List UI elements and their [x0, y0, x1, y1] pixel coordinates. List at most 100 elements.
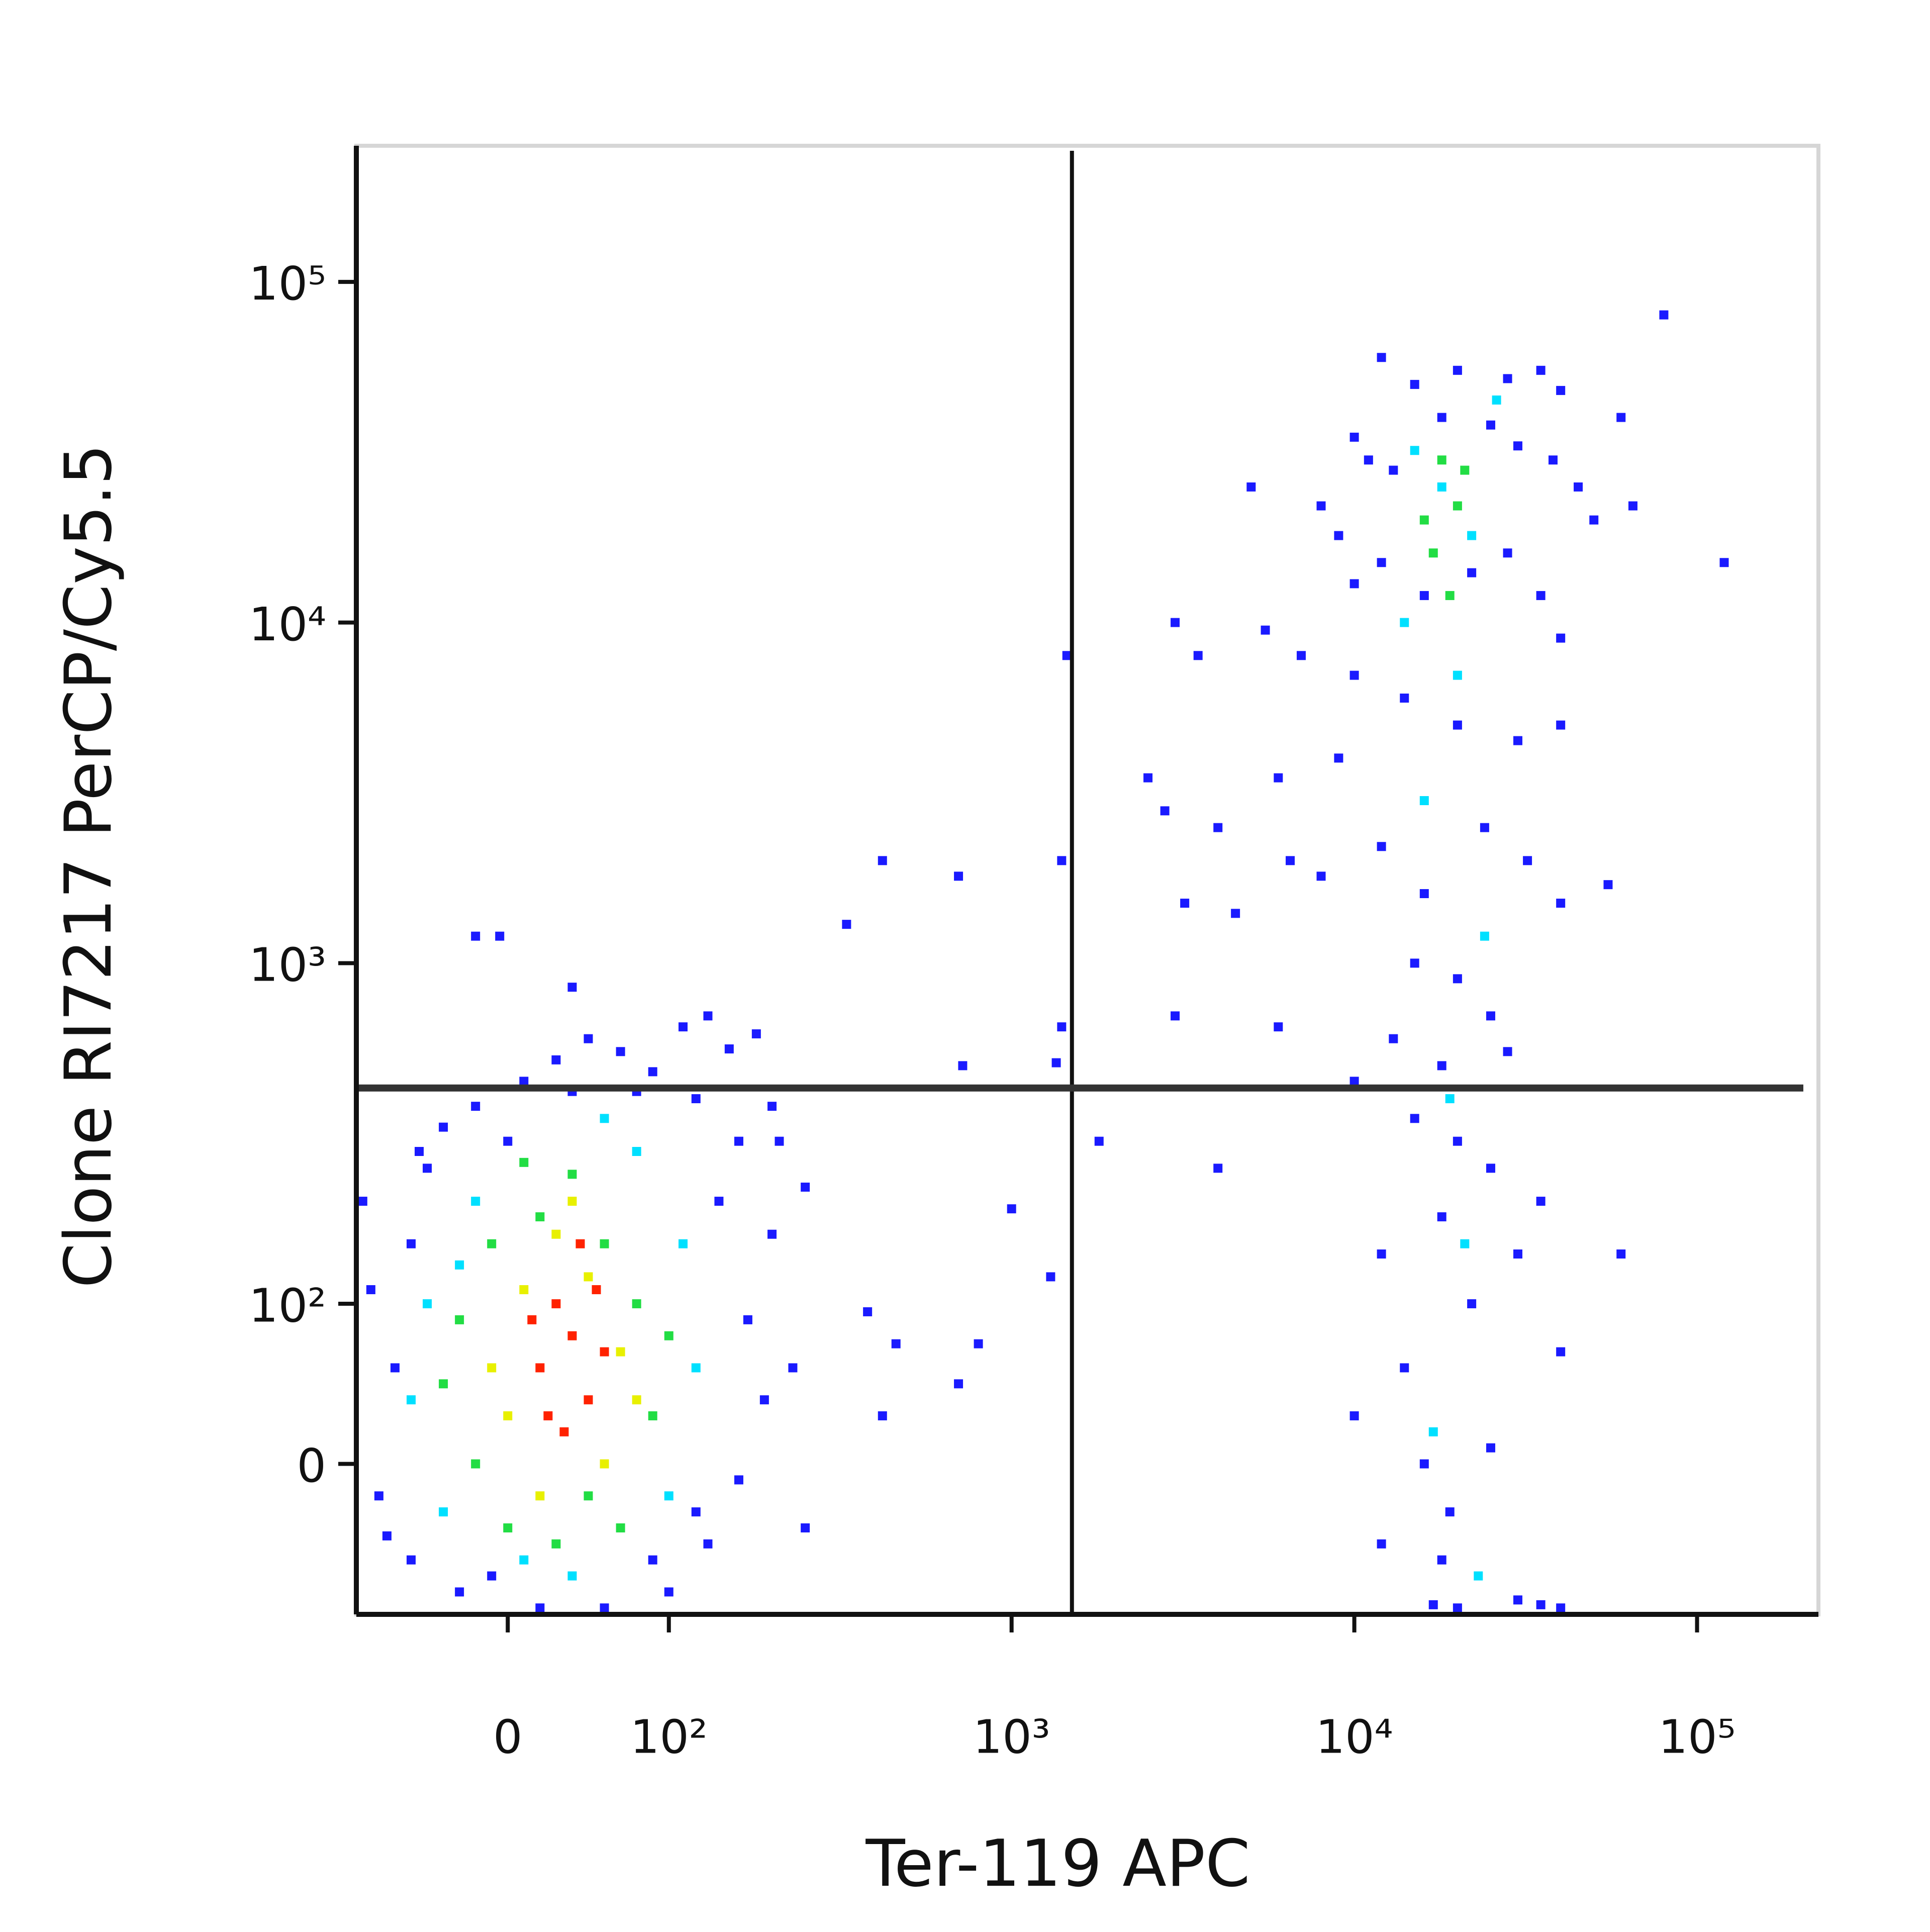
point	[1486, 420, 1495, 430]
point	[551, 1229, 561, 1239]
point	[1046, 1272, 1055, 1282]
point	[1480, 823, 1489, 832]
point	[788, 1363, 798, 1373]
point	[567, 983, 577, 992]
point	[527, 1315, 537, 1324]
point	[495, 931, 505, 941]
point	[1589, 515, 1599, 525]
y-tick-label: 10⁴	[249, 598, 326, 651]
point	[584, 1395, 593, 1405]
point	[678, 1239, 688, 1248]
point	[535, 1212, 545, 1222]
point	[648, 1067, 657, 1077]
point	[1389, 1034, 1398, 1043]
point	[1453, 365, 1462, 375]
x-tick-label: 10²	[630, 1710, 708, 1764]
point	[559, 1427, 569, 1436]
point	[519, 1285, 529, 1294]
point	[1513, 441, 1522, 451]
point	[1556, 1347, 1566, 1357]
point	[1453, 670, 1462, 680]
point	[1051, 1058, 1061, 1068]
point	[406, 1239, 416, 1248]
point	[1316, 501, 1326, 511]
point	[390, 1363, 400, 1373]
point	[878, 1411, 887, 1421]
point	[567, 1170, 577, 1179]
point	[1437, 1212, 1446, 1222]
point	[471, 1459, 480, 1469]
y-tick-label: 0	[297, 1439, 326, 1493]
point	[1467, 1299, 1477, 1309]
y-tick-label: 10⁵	[249, 257, 326, 311]
x-tick-label: 10³	[973, 1710, 1050, 1764]
point	[584, 1272, 593, 1282]
point	[487, 1363, 497, 1373]
point	[1628, 501, 1637, 511]
point	[567, 1571, 577, 1581]
point	[1453, 720, 1462, 730]
point	[519, 1077, 529, 1086]
point	[863, 1307, 873, 1316]
point	[703, 1011, 713, 1021]
point	[1503, 548, 1512, 558]
point	[891, 1339, 901, 1348]
x-tick-label: 10⁵	[1659, 1710, 1736, 1764]
point	[584, 1491, 593, 1501]
point	[1389, 465, 1398, 475]
point	[1556, 720, 1566, 730]
point	[1410, 379, 1419, 389]
point	[374, 1491, 383, 1501]
point	[1349, 1077, 1359, 1086]
point	[439, 1507, 448, 1517]
point	[1474, 1571, 1483, 1581]
point	[1400, 618, 1409, 627]
point	[543, 1411, 553, 1421]
point	[1349, 432, 1359, 442]
point	[743, 1315, 752, 1324]
point	[406, 1395, 416, 1405]
point	[575, 1239, 585, 1248]
point	[1334, 753, 1343, 763]
x-axis-title: Ter-119 APC	[865, 1826, 1250, 1901]
point	[801, 1523, 810, 1532]
point	[1556, 633, 1566, 643]
point	[1274, 773, 1283, 783]
point	[600, 1603, 609, 1613]
point	[1556, 385, 1566, 395]
point	[1467, 531, 1477, 540]
point	[1437, 1555, 1446, 1565]
point	[414, 1146, 424, 1156]
point	[1556, 898, 1566, 908]
point	[958, 1061, 968, 1071]
point	[1445, 591, 1455, 600]
point	[519, 1555, 529, 1565]
point	[1486, 1011, 1495, 1021]
point	[1428, 1427, 1438, 1436]
point	[439, 1122, 448, 1132]
point	[1213, 1164, 1223, 1173]
point	[1486, 1443, 1495, 1453]
point	[423, 1299, 432, 1309]
point	[1574, 482, 1583, 492]
point	[1523, 856, 1532, 865]
point	[1094, 1136, 1104, 1146]
point	[1445, 1094, 1455, 1104]
point	[406, 1555, 416, 1565]
point	[648, 1555, 657, 1565]
point	[1377, 1539, 1386, 1549]
point	[1057, 856, 1067, 865]
point	[1616, 413, 1626, 422]
point	[1160, 806, 1170, 816]
point	[1286, 856, 1295, 865]
point	[439, 1379, 448, 1389]
point	[1437, 1061, 1446, 1071]
point	[1419, 591, 1429, 600]
point	[1437, 413, 1446, 422]
point	[1334, 531, 1343, 540]
point	[1062, 651, 1072, 660]
point	[1659, 310, 1669, 320]
point	[535, 1491, 545, 1501]
point	[1513, 736, 1522, 745]
point	[600, 1114, 609, 1123]
